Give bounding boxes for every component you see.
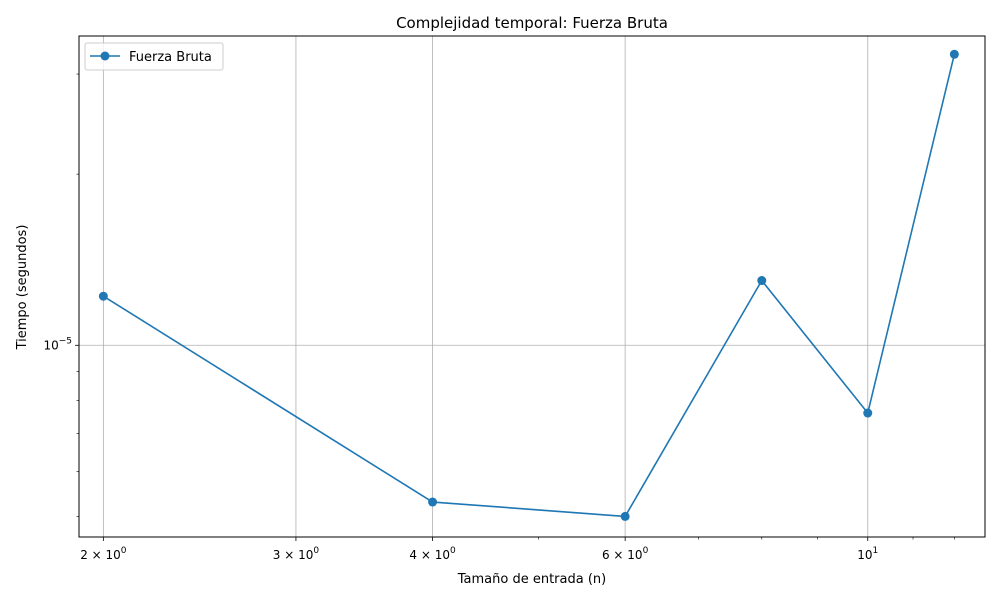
data-point: [950, 50, 959, 59]
chart-title: Complejidad temporal: Fuerza Bruta: [396, 14, 668, 32]
legend-marker-icon: [101, 52, 110, 61]
data-point: [621, 512, 630, 521]
series-layer: [99, 50, 959, 521]
data-point: [863, 409, 872, 418]
major-ticks: 2 × 100 3 × 100 4 × 100 6 × 100 101 10−5: [43, 336, 878, 562]
plot-frame: [79, 36, 985, 537]
x-tick-label: 3 × 100: [273, 546, 320, 562]
x-tick-label: 101: [857, 546, 878, 562]
data-point: [428, 498, 437, 507]
legend-label: Fuerza Bruta: [129, 50, 212, 65]
y-axis-label: Tiempo (segundos): [15, 225, 30, 351]
x-axis-label: Tamaño de entrada (n): [457, 572, 606, 587]
data-point: [99, 292, 108, 301]
grid-lines: [79, 36, 985, 537]
legend: Fuerza Bruta: [85, 43, 223, 70]
series-line: [103, 54, 954, 516]
y-tick-label: 10−5: [43, 336, 72, 352]
x-tick-label: 4 × 100: [409, 546, 456, 562]
x-tick-label: 2 × 100: [80, 546, 127, 562]
data-point: [757, 276, 766, 285]
x-tick-label: 6 × 100: [602, 546, 649, 562]
minor-ticks: [77, 74, 955, 539]
